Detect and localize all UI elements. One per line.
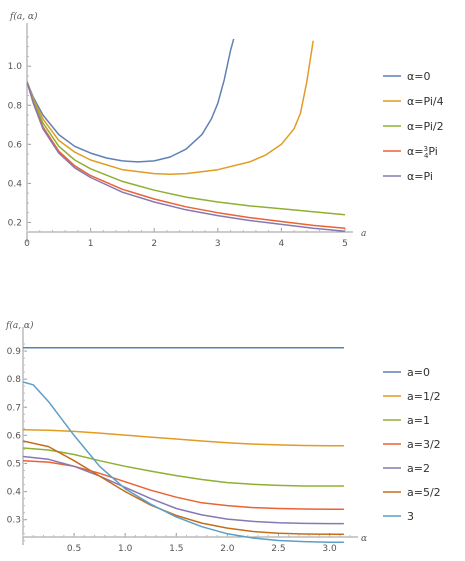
legend-label: a=2 — [407, 462, 430, 475]
series-line-6 — [23, 381, 344, 543]
series-line-1 — [23, 429, 344, 447]
x-tick-label: 4 — [279, 239, 285, 249]
x-tick-label: 5 — [342, 239, 348, 249]
series-line-3 — [23, 459, 344, 511]
legend-label: 3 — [407, 510, 414, 523]
legend-label: a=3/2 — [407, 438, 441, 451]
y-tick-label: 0.6 — [7, 431, 22, 441]
series-line-5 — [23, 440, 344, 536]
legend-label: a=1/2 — [407, 390, 441, 403]
chart-top: 0 1 2 3 4 5 0.2 0.4 0.6 0.8 1.0 f(a, α) a α=0 α=Pi/4 α=… — [8, 11, 444, 249]
legend-label: a=1 — [407, 414, 430, 427]
y-tick-label: 0.2 — [8, 218, 22, 228]
x-tick-label: 1 — [88, 239, 94, 249]
legend-label: a=5/2 — [407, 486, 441, 499]
legend-label: α=3 4Pi — [407, 145, 438, 160]
series-line-2 — [27, 81, 346, 216]
series-line-4 — [23, 455, 344, 525]
y-tick-label: 0.3 — [7, 516, 21, 526]
y-axis-label: f(a, α) — [5, 320, 34, 331]
series-line-2 — [23, 447, 344, 487]
legend-label: α=Pi/2 — [407, 120, 444, 133]
legend-label: α=0 — [407, 70, 430, 83]
y-tick-label: 0.6 — [8, 140, 23, 150]
y-tick-label: 0.9 — [7, 347, 22, 357]
y-tick-label: 0.8 — [7, 375, 22, 385]
x-tick-label: 3 — [215, 239, 221, 249]
x-tick-label: 2 — [151, 239, 157, 249]
series-line-4 — [27, 81, 346, 233]
series-line-0 — [27, 38, 235, 163]
x-tick-label: 0.5 — [67, 544, 81, 554]
x-tick-label: 1.5 — [169, 544, 183, 554]
y-tick-label: 0.5 — [7, 459, 21, 469]
x-axis-label: a — [361, 229, 366, 239]
legend-label: a=0 — [407, 366, 430, 379]
chart-bottom: 0.5 1.0 1.5 2.0 2.5 3.0 0.3 0.4 0.5 0.6 0.7 0.8 0.9 f… — [5, 320, 441, 554]
x-tick-label: 3.0 — [322, 544, 337, 554]
legend-label: α=Pi — [407, 170, 433, 183]
x-tick-label: 2.5 — [271, 544, 285, 554]
y-tick-label: 0.4 — [7, 488, 22, 498]
y-tick-label: 0.8 — [8, 101, 23, 111]
y-tick-label: 0.4 — [8, 179, 23, 189]
y-tick-label: 1.0 — [8, 62, 23, 72]
x-tick-label: 1.0 — [118, 544, 133, 554]
y-axis-label: f(a, α) — [9, 11, 38, 22]
x-tick-label: 2.0 — [220, 544, 235, 554]
series-line-1 — [27, 40, 314, 175]
x-tick-label: 0 — [24, 239, 30, 249]
y-tick-label: 0.7 — [7, 403, 21, 413]
x-axis-label: α — [361, 534, 367, 544]
legend-label: α=Pi/4 — [407, 95, 444, 108]
series-line-3 — [27, 81, 346, 230]
